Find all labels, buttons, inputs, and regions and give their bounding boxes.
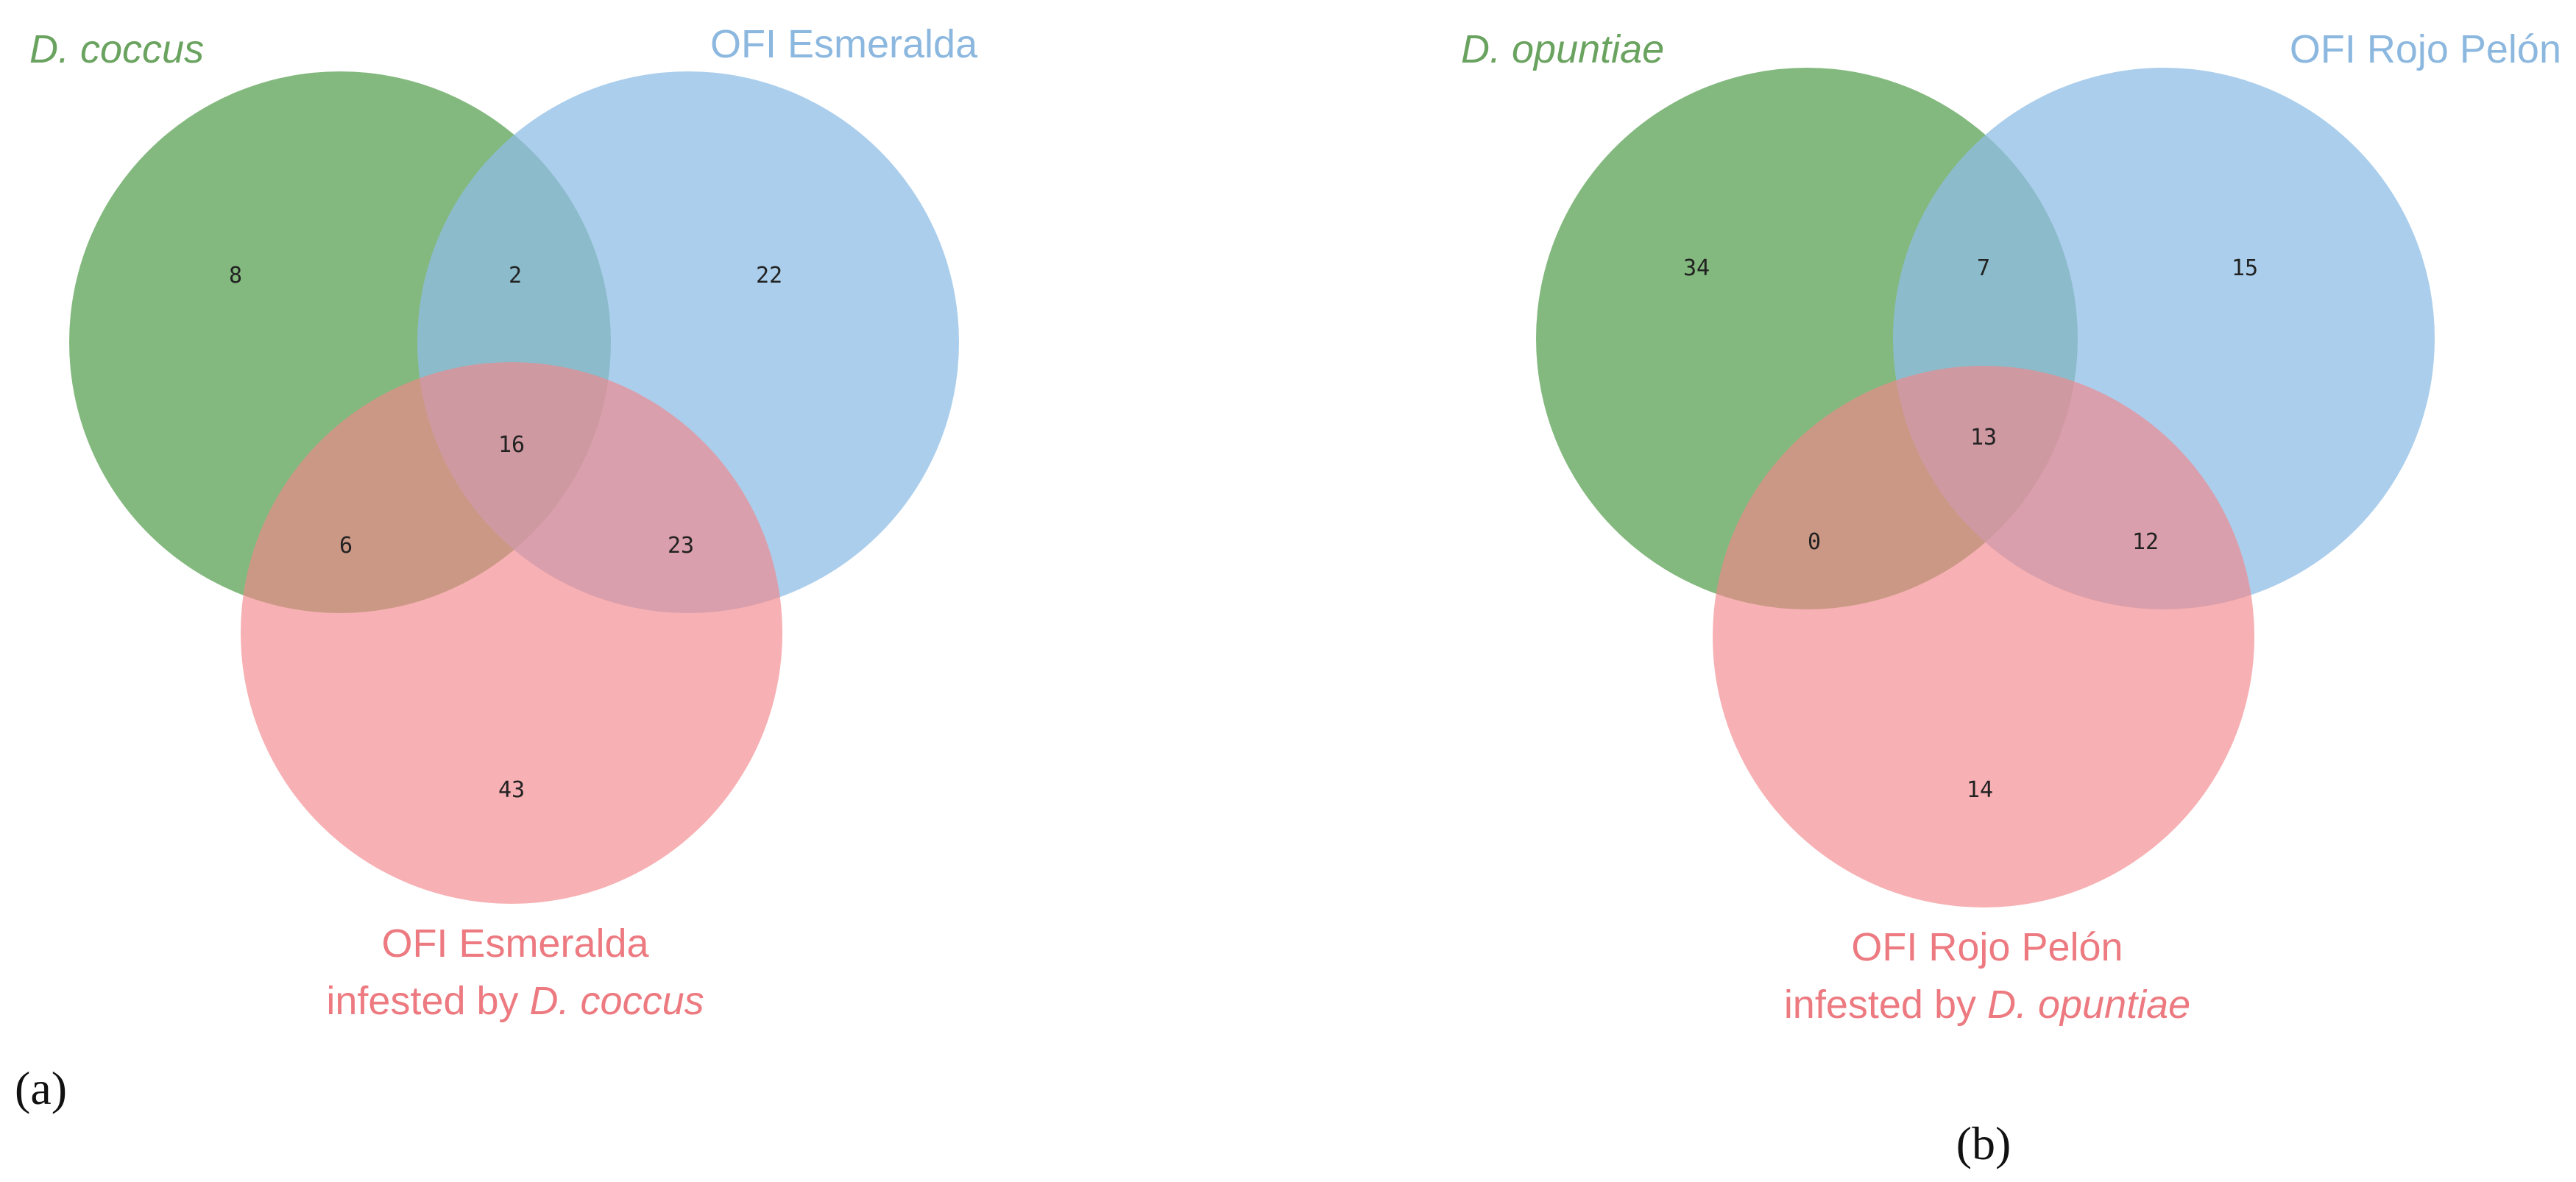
count-set1-set3: 0 bbox=[1808, 529, 1821, 555]
count-only-set2: 22 bbox=[756, 263, 782, 289]
count-all-sets: 16 bbox=[498, 432, 525, 458]
set3-label-prefix: infested by bbox=[326, 979, 529, 1023]
set1-label: D. coccus bbox=[29, 27, 204, 71]
count-only-set1: 34 bbox=[1683, 255, 1710, 281]
set3-label-second-line: infested by D. opuntiae bbox=[1784, 983, 2190, 1027]
set3-label-italic: D. coccus bbox=[530, 979, 704, 1023]
set3-label-prefix: infested by bbox=[1784, 983, 1987, 1027]
set3-circle bbox=[1713, 366, 2254, 907]
count-set1-set2: 7 bbox=[1977, 255, 1990, 281]
count-only-set3: 14 bbox=[1967, 777, 1993, 803]
count-only-set1: 8 bbox=[229, 263, 242, 289]
count-set1-set3: 6 bbox=[339, 533, 353, 559]
set3-label-line1: OFI Esmeralda bbox=[381, 921, 649, 966]
count-set2-set3: 23 bbox=[668, 533, 694, 559]
set3-label-second-line: infested by D. coccus bbox=[326, 979, 704, 1023]
count-set2-set3: 12 bbox=[2132, 529, 2159, 555]
panel-label-a: (a) bbox=[15, 1062, 67, 1114]
set3-label: OFI Esmeralda bbox=[381, 921, 649, 966]
set3-label-line1: OFI Rojo Pelón bbox=[1851, 925, 2123, 969]
set3-circle bbox=[241, 362, 782, 904]
count-all-sets: 13 bbox=[1970, 425, 1997, 450]
set1-label: D. opuntiae bbox=[1461, 27, 1664, 71]
count-only-set3: 43 bbox=[498, 777, 525, 803]
set2-label: OFI Esmeralda bbox=[710, 22, 978, 66]
set2-label: OFI Rojo Pelón bbox=[2290, 27, 2561, 71]
count-set1-set2: 2 bbox=[509, 263, 522, 289]
panel-label-b: (b) bbox=[1956, 1117, 2011, 1169]
set3-label-italic: D. opuntiae bbox=[1987, 983, 2190, 1027]
set3-label: OFI Rojo Pelón bbox=[1851, 925, 2123, 969]
count-only-set2: 15 bbox=[2232, 255, 2258, 281]
venn-panel-b: D. opuntiae OFI Rojo Pelón OFI Rojo Peló… bbox=[1461, 27, 2561, 1169]
venn-panel-a: D. coccus OFI Esmeralda OFI Esmeralda in… bbox=[15, 22, 978, 1114]
